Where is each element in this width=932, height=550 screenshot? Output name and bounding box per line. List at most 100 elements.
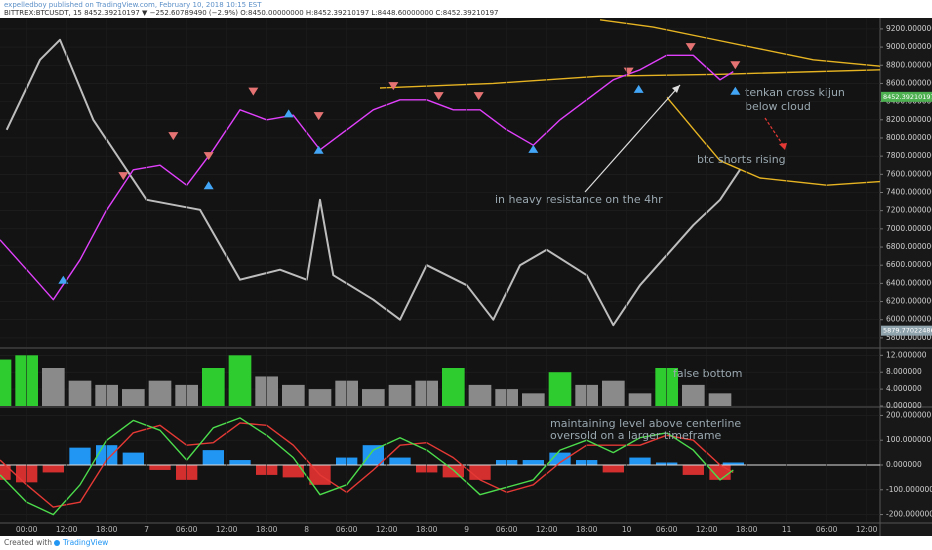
y-tick-label: 8000.00000000	[886, 133, 932, 142]
bar	[442, 368, 465, 406]
sell-signal	[313, 112, 324, 121]
buy-signal	[58, 275, 69, 284]
series-line	[0, 417, 734, 516]
y-tick-label: 100.000000	[886, 435, 932, 444]
bar	[602, 380, 625, 406]
x-tick-label: 06:00	[496, 525, 518, 534]
x-tick-label: 7	[144, 525, 149, 534]
x-tick-label: 9	[464, 525, 469, 534]
buy-signal	[203, 181, 214, 190]
x-tick-label: 12:00	[696, 525, 718, 534]
bar	[228, 355, 252, 406]
x-tick-label: 18:00	[416, 525, 438, 534]
price-label-box	[881, 325, 932, 336]
y-tick-label: 200.000000	[886, 410, 932, 419]
sell-signal	[248, 87, 259, 96]
symbol-line: BITTREX:BTCUSDT, 15 8452.39210197 ▼ −252…	[4, 9, 498, 17]
x-tick-label: 18:00	[576, 525, 598, 534]
bar	[42, 368, 65, 406]
histogram-bar	[469, 465, 491, 480]
y-tick-label: 0.000000	[886, 460, 922, 469]
y-tick-label: 7600.00000000	[886, 169, 932, 178]
histogram-bar	[0, 465, 11, 480]
buy-signal	[528, 144, 539, 153]
bar	[548, 372, 572, 406]
sell-signal	[433, 92, 444, 101]
bar	[0, 359, 12, 406]
arrow-head	[779, 143, 787, 150]
x-tick-label: 06:00	[176, 525, 198, 534]
annotation: tenkan cross kijun	[745, 86, 845, 99]
x-tick-label: 12:00	[376, 525, 398, 534]
sell-signal	[118, 172, 129, 181]
bar	[122, 389, 145, 406]
author-line: expelledboy published on TradingView.com…	[4, 1, 262, 9]
annotation-arrow	[764, 117, 786, 149]
buy-signal	[730, 86, 741, 95]
bar	[202, 368, 225, 406]
y-tick-label: 9000.00000000	[886, 42, 932, 51]
y-tick-label: 7400.00000000	[886, 187, 932, 196]
sell-signal	[730, 61, 741, 70]
y-tick-label: 4.000000	[886, 384, 922, 393]
bar	[522, 393, 545, 406]
annotation: in heavy resistance on the 4hr	[495, 193, 663, 206]
buy-signal	[313, 145, 324, 154]
series-line	[0, 422, 734, 508]
histogram-bar	[282, 465, 304, 478]
sell-signal	[623, 67, 634, 76]
histogram-bar	[229, 460, 251, 465]
y-tick-label: 6800.00000000	[886, 242, 932, 251]
x-tick-label: 06:00	[336, 525, 358, 534]
histogram-bar	[362, 445, 384, 465]
y-tick-label: 7200.00000000	[886, 206, 932, 215]
sell-signal	[203, 152, 214, 161]
y-tick-label: 8600.00000000	[886, 78, 932, 87]
x-tick-label: 11	[782, 525, 792, 534]
y-tick-label: 8200.00000000	[886, 115, 932, 124]
histogram-bar	[682, 465, 704, 475]
series-line	[379, 69, 880, 89]
annotation: oversold on a larger timeframe	[550, 429, 722, 442]
bar	[682, 384, 705, 406]
y-tick-label: 6000.00000000	[886, 315, 932, 324]
y-tick-label: 12.000000	[886, 350, 927, 359]
chart-background	[0, 18, 932, 536]
x-tick-label: 8	[304, 525, 309, 534]
y-tick-label: 8800.00000000	[886, 60, 932, 69]
series-line	[0, 54, 734, 301]
bar	[388, 384, 412, 406]
series-line	[599, 19, 880, 67]
annotation-arrow	[584, 84, 681, 193]
price-axis	[880, 18, 932, 536]
y-tick-label: 7000.00000000	[886, 224, 932, 233]
x-tick-label: 06:00	[816, 525, 838, 534]
arrow-head	[672, 85, 680, 93]
x-tick-label: 18:00	[96, 525, 118, 534]
y-tick-label: 5800.00000000	[886, 333, 932, 342]
price-label-box	[881, 91, 932, 102]
y-tick-label: 7800.00000000	[886, 151, 932, 160]
bar	[362, 389, 385, 406]
annotation: below cloud	[745, 100, 811, 113]
bar	[708, 393, 732, 406]
sell-signal	[685, 43, 696, 52]
histogram-bar	[602, 465, 624, 473]
footer-created: Created with	[4, 538, 52, 547]
annotation: maintaining level above centerline	[550, 417, 741, 430]
histogram-bar	[42, 465, 64, 473]
histogram-bar	[149, 465, 171, 470]
annotation: btc shorts rising	[697, 153, 786, 166]
y-tick-label: 6600.00000000	[886, 260, 932, 269]
y-tick-label: 0.000000	[886, 401, 922, 410]
x-tick-label: 00:00	[16, 525, 38, 534]
y-tick-label: 6400.00000000	[886, 278, 932, 287]
annotation: false bottom	[673, 367, 742, 380]
x-tick-label: 12:00	[856, 525, 878, 534]
price-label: 5879.77022486	[883, 327, 932, 335]
bar	[68, 380, 92, 406]
series-line	[666, 96, 880, 186]
x-tick-label: 12:00	[216, 525, 238, 534]
y-tick-label: 8.000000	[886, 367, 922, 376]
x-tick-label: 12:00	[536, 525, 558, 534]
